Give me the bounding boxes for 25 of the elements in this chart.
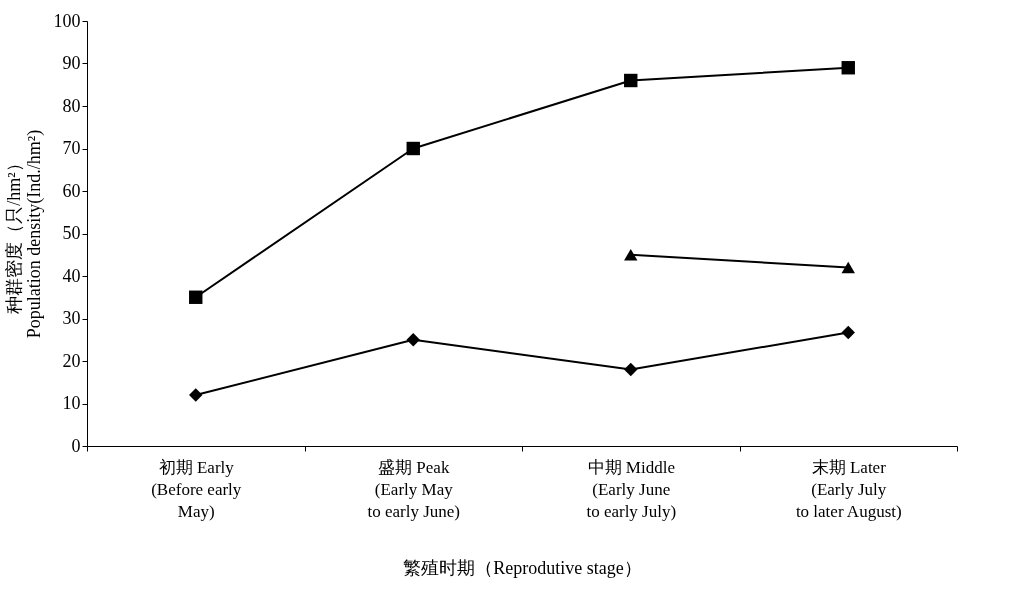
- point: [624, 73, 638, 88]
- point: [189, 290, 203, 304]
- y-tick-label: 60: [62, 180, 81, 201]
- x-axis-title: 繁殖时期（Reprodutive stage）: [403, 557, 642, 578]
- point: [406, 141, 420, 156]
- y-tick-label: 100: [53, 10, 81, 31]
- x-tick-label: 中期 Middle (Early June to early July): [586, 457, 677, 521]
- point: [841, 61, 855, 75]
- x-tick-label: 初期 Early (Before early May): [151, 457, 242, 521]
- y-tick-label: 10: [62, 393, 81, 413]
- y-tick-label: 80: [62, 95, 81, 116]
- y-tick-label: 20: [62, 350, 81, 371]
- y-tick-label: 90: [62, 53, 81, 73]
- point: [624, 362, 638, 377]
- y-axis-title: 种群密度（只/hm²） Population density(Ind./hm²): [3, 129, 45, 339]
- y-tick-label: 70: [62, 138, 81, 158]
- y-tick-label: 30: [62, 308, 81, 328]
- point: [841, 325, 855, 340]
- x-tick-label: 盛期 Peak (Early May to early June): [367, 457, 461, 521]
- x-tick-label: 末期 Later (Early July to later August): [795, 457, 902, 521]
- y-tick-label: 50: [62, 223, 81, 243]
- point: [406, 333, 420, 347]
- y-tick-label: 40: [62, 265, 81, 286]
- y-tick-label: 0: [71, 435, 81, 456]
- point: [189, 388, 203, 402]
